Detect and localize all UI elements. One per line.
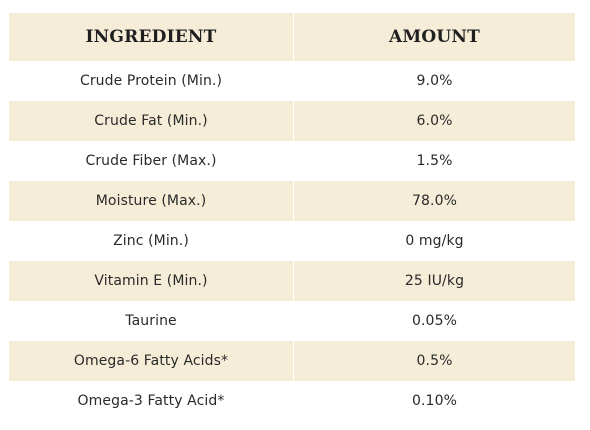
ingredient-cell: Taurine (9, 301, 294, 341)
guaranteed-analysis-table: INGREDIENT AMOUNT Crude Protein (Min.) 9… (9, 13, 575, 421)
amount-cell: 9.0% (416, 73, 453, 89)
ingredient-cell: Omega-3 Fatty Acid* (9, 381, 294, 421)
table-row: Crude Fiber (Max.) 1.5% (9, 141, 575, 181)
table-header-row: INGREDIENT AMOUNT (9, 13, 575, 61)
ingredient-cell: Crude Fat (Min.) (9, 101, 294, 141)
amount-cell: 6.0% (294, 101, 575, 141)
ingredient-cell: Moisture (Max.) (9, 181, 294, 221)
amount-cell: 1.5% (416, 153, 453, 169)
amount-cell: 0 mg/kg (405, 233, 464, 249)
amount-cell: 0.05% (412, 313, 457, 329)
column-header-amount: AMOUNT (294, 13, 575, 61)
amount-cell: 0.10% (412, 393, 457, 409)
table-row: Omega-6 Fatty Acids* 0.5% (9, 341, 575, 381)
table-row: Moisture (Max.) 78.0% (9, 181, 575, 221)
table-row: Zinc (Min.) 0 mg/kg (9, 221, 575, 261)
amount-cell: 25 IU/kg (294, 261, 575, 301)
amount-cell: 78.0% (294, 181, 575, 221)
table-row: Crude Fat (Min.) 6.0% (9, 101, 575, 141)
column-header-ingredient: INGREDIENT (9, 13, 294, 61)
ingredient-cell: Crude Protein (Min.) (9, 61, 294, 101)
ingredient-cell: Zinc (Min.) (9, 221, 294, 261)
ingredient-cell: Vitamin E (Min.) (9, 261, 294, 301)
table-row: Crude Protein (Min.) 9.0% (9, 61, 575, 101)
ingredient-cell: Crude Fiber (Max.) (9, 141, 294, 181)
table-row: Vitamin E (Min.) 25 IU/kg (9, 261, 575, 301)
table-row: Taurine 0.05% (9, 301, 575, 341)
table-row: Omega-3 Fatty Acid* 0.10% (9, 381, 575, 421)
ingredient-cell: Omega-6 Fatty Acids* (9, 341, 294, 381)
amount-cell: 0.5% (294, 341, 575, 381)
